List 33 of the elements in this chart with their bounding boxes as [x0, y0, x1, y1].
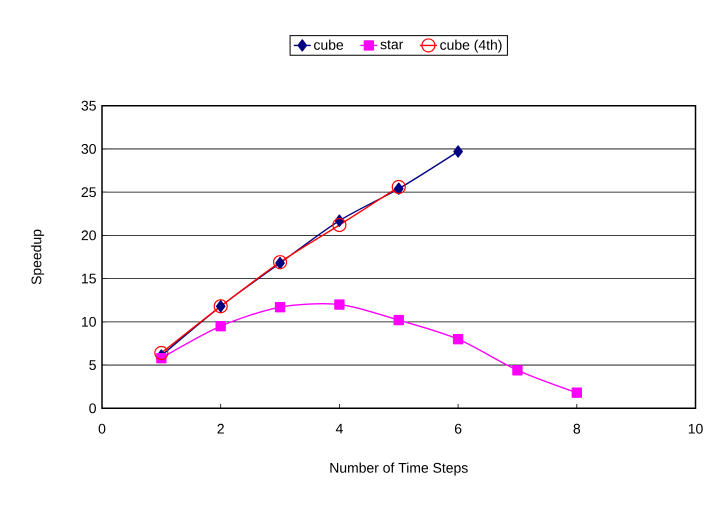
point: [394, 314, 404, 326]
y-tick-label: 20: [82, 230, 96, 240]
point: [453, 145, 463, 158]
x-tick-label: 4: [336, 424, 343, 434]
y-tick-label: 10: [82, 316, 96, 327]
point: [154, 346, 168, 360]
point: [392, 180, 406, 194]
x-tick-label: 2: [218, 424, 224, 434]
point: [332, 218, 346, 232]
legend-label: cube (4th): [440, 40, 502, 53]
point: [334, 299, 345, 310]
x-tick-label: 6: [454, 424, 462, 434]
y-tick-label: 25: [82, 187, 96, 198]
x-tick-label: 0: [98, 424, 106, 434]
y-axis-title: Speedup: [31, 230, 44, 284]
y-tick-label: 15: [82, 274, 96, 284]
point: [394, 182, 404, 195]
y-tick-label: 0: [89, 403, 96, 414]
point: [512, 365, 523, 376]
x-tick-label: 10: [688, 424, 703, 434]
y-tick-label: 35: [82, 100, 96, 111]
point: [274, 302, 286, 312]
point: [275, 256, 285, 270]
y-tick-label: 30: [82, 144, 96, 154]
point: [572, 388, 582, 398]
legend-label: star: [380, 40, 404, 50]
x-tick-label: 8: [574, 424, 580, 434]
point: [216, 320, 226, 332]
legend-label: cube: [314, 40, 344, 50]
y-tick-label: 5: [89, 360, 96, 370]
point: [452, 334, 464, 344]
x-axis-title: Number of Time Steps: [330, 462, 468, 476]
point: [272, 255, 288, 270]
